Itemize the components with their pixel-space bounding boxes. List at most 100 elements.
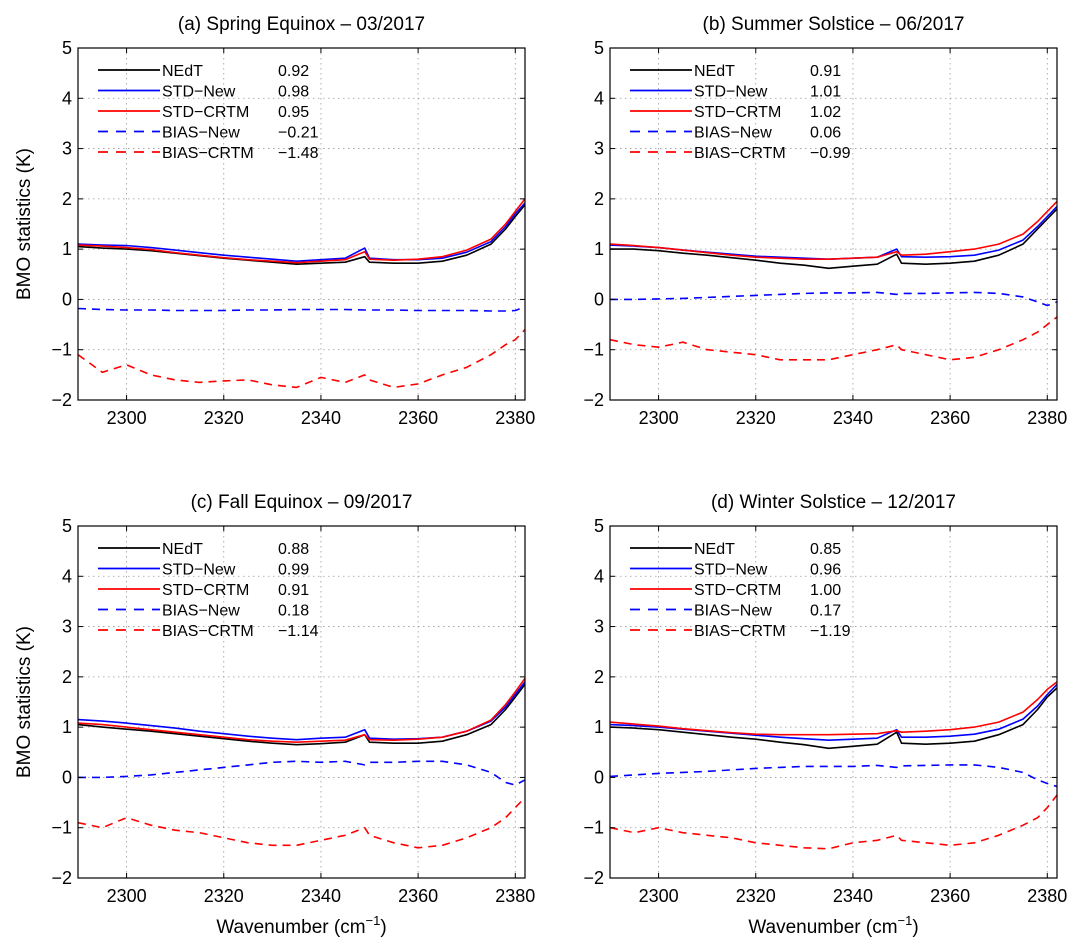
legend-stat-value: 0.91 — [278, 582, 309, 599]
legend-stat-value: 1.00 — [810, 582, 841, 599]
legend-stat-value: 0.18 — [278, 603, 309, 620]
legend-stat-value: 0.92 — [278, 63, 309, 80]
series-line-bias-crtm — [77, 329, 526, 389]
series-line-nedt — [77, 683, 526, 746]
x-tick-label: 2300 — [639, 408, 679, 428]
legend-label: STD−CRTM — [162, 582, 249, 599]
y-axis-label: BMO statistics (K) — [14, 626, 35, 778]
y-tick-label: −1 — [51, 818, 72, 838]
legend-stat-value: 0.99 — [278, 562, 309, 579]
x-tick-label: 2360 — [930, 886, 970, 906]
legend-stat-value: 1.01 — [810, 84, 841, 101]
x-tick-label: 2360 — [398, 408, 438, 428]
y-tick-label: 2 — [594, 667, 604, 687]
legend-label: BIAS−New — [162, 603, 240, 620]
legend-stat-value: 0.17 — [810, 603, 841, 620]
x-tick-label: 2340 — [301, 886, 341, 906]
axes-box — [77, 525, 526, 879]
y-tick-label: −1 — [583, 818, 604, 838]
legend-stat-value: −1.14 — [278, 623, 319, 640]
series-line-bias-new — [610, 291, 1058, 307]
legend-label: STD−New — [162, 562, 236, 579]
x-tick-label: 2340 — [833, 886, 873, 906]
x-tick-label: 2300 — [107, 886, 147, 906]
series-line-std-crtm — [77, 198, 526, 264]
legend-stat-value: 1.02 — [810, 104, 841, 121]
y-tick-label: −2 — [583, 868, 604, 888]
y-tick-label: −2 — [51, 868, 72, 888]
legend-stat-value: 0.88 — [278, 541, 309, 558]
axes-box — [77, 47, 526, 401]
series-line-nedt — [610, 208, 1058, 270]
y-tick-label: 4 — [594, 88, 604, 108]
legend-stat-value: −0.21 — [278, 125, 319, 142]
y-tick-label: 3 — [62, 139, 72, 159]
series-line-bias-new — [77, 306, 526, 312]
x-axis-label-exponent: −1 — [898, 913, 913, 928]
legend-label: BIAS−CRTM — [162, 145, 254, 162]
legend-label: BIAS−CRTM — [694, 145, 786, 162]
y-tick-label: 2 — [62, 667, 72, 687]
legend-label: BIAS−CRTM — [694, 623, 786, 640]
series-line-std-new — [609, 205, 1058, 261]
legend-label: STD−New — [694, 562, 768, 579]
x-axis-label: Wavenumber (cm−1) — [216, 913, 386, 938]
chart-title: (a) Spring Equinox – 03/2017 — [178, 14, 425, 35]
legend-label: NEdT — [162, 63, 203, 80]
x-axis-label-close: ) — [380, 917, 386, 938]
y-tick-label: −2 — [51, 390, 72, 410]
y-tick-label: 2 — [62, 189, 72, 209]
y-tick-label: 3 — [594, 139, 604, 159]
y-tick-label: 1 — [594, 717, 604, 737]
y-tick-label: 1 — [594, 239, 604, 259]
legend: NEdT 0.91 STD−New 1.01 STD−CRTM 1.02 BIAS−New 0… — [630, 63, 851, 162]
x-tick-label: 2360 — [930, 408, 970, 428]
legend-stat-value: 0.06 — [810, 125, 841, 142]
series-line-std-crtm — [609, 200, 1058, 261]
x-tick-label: 2340 — [301, 408, 341, 428]
series-line-std-new — [77, 202, 526, 263]
x-tick-label: 2340 — [833, 408, 873, 428]
y-tick-label: 5 — [62, 38, 72, 58]
legend-label: STD−CRTM — [694, 582, 781, 599]
chart-title: (b) Summer Solstice – 06/2017 — [703, 14, 965, 35]
x-axis-label-close: ) — [912, 917, 918, 938]
legend-stat-value: −1.48 — [278, 145, 319, 162]
series-line-std-crtm — [77, 677, 526, 744]
y-tick-label: 5 — [594, 38, 604, 58]
legend-label: STD−CRTM — [694, 104, 781, 121]
y-tick-label: 1 — [62, 717, 72, 737]
legend-label: BIAS−New — [694, 603, 772, 620]
legend-stat-value: 0.85 — [810, 541, 841, 558]
y-tick-label: 1 — [62, 239, 72, 259]
series-line-nedt — [609, 687, 1058, 750]
legend-label: NEdT — [694, 63, 735, 80]
x-axis-label-exponent: −1 — [366, 913, 381, 928]
legend-label: BIAS−New — [694, 125, 772, 142]
x-tick-label: 2320 — [204, 408, 244, 428]
legend-label: STD−CRTM — [162, 104, 249, 121]
series-line-bias-new — [78, 760, 526, 786]
x-tick-label: 2380 — [495, 408, 535, 428]
y-tick-label: 0 — [594, 767, 604, 787]
y-tick-label: −2 — [583, 390, 604, 410]
legend-stat-value: −0.99 — [810, 145, 851, 162]
x-tick-label: 2380 — [495, 886, 535, 906]
y-tick-label: 3 — [62, 617, 72, 637]
legend-stat-value: 0.98 — [278, 84, 309, 101]
legend: NEdT 0.92 STD−New 0.98 STD−CRTM 0.95 BIAS−New −… — [98, 63, 319, 162]
series-line-bias-crtm — [609, 316, 1058, 361]
x-tick-label: 2320 — [736, 886, 776, 906]
x-tick-label: 2380 — [1027, 886, 1067, 906]
legend-label: BIAS−New — [162, 125, 240, 142]
chart-panel: (b) Summer Solstice – 06/2017 2300 2320 234… — [583, 14, 1067, 428]
x-tick-label: 2360 — [398, 886, 438, 906]
chart-title: (d) Winter Solstice – 12/2017 — [711, 492, 956, 513]
y-tick-label: −1 — [583, 340, 604, 360]
y-tick-label: 3 — [594, 617, 604, 637]
x-tick-label: 2300 — [107, 408, 147, 428]
legend-stat-value: 0.91 — [810, 63, 841, 80]
x-tick-label: 2320 — [736, 408, 776, 428]
legend-stat-value: 0.96 — [810, 562, 841, 579]
